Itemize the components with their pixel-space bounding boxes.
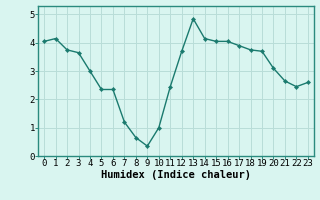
X-axis label: Humidex (Indice chaleur): Humidex (Indice chaleur) (101, 170, 251, 180)
